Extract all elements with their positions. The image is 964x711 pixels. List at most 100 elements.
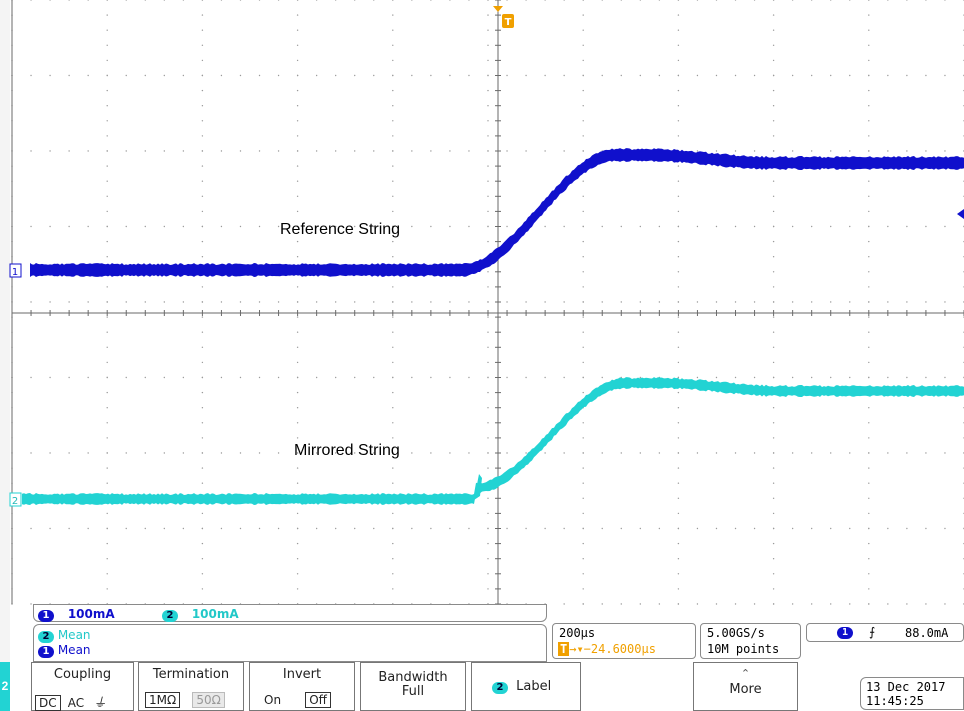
grid-dot <box>277 527 280 530</box>
grid-dot <box>830 0 832 1</box>
grid-dot <box>163 150 166 152</box>
grid-dot <box>201 14 204 16</box>
waveform-display[interactable]: T 1 2 <box>0 0 964 608</box>
grid-dot <box>392 588 394 590</box>
grid-dot <box>392 301 394 303</box>
coupling-button[interactable]: Coupling DC AC ⏚ <box>31 662 134 711</box>
grid-dot <box>411 0 413 1</box>
trigger-position-marker[interactable] <box>493 6 503 12</box>
grid-dot <box>163 74 166 77</box>
grid-dot <box>925 0 927 1</box>
grid-dot <box>887 452 889 454</box>
ch1-badge[interactable]: 1 <box>38 610 54 622</box>
timebase-readout[interactable]: 200µs T →▾−24.6000µs <box>552 623 696 659</box>
left-rail <box>0 0 10 662</box>
label-button[interactable]: 2 Label <box>471 662 581 711</box>
trigger-readout[interactable]: 1 ⨍ 88.0mA <box>806 623 964 642</box>
grid-dot <box>582 286 584 288</box>
grid-dot <box>753 225 756 228</box>
grid-dot <box>354 150 356 152</box>
grid-dot <box>68 0 70 1</box>
grid-dot <box>239 301 242 303</box>
grid-dot <box>487 452 489 454</box>
grid-dot <box>772 407 775 409</box>
grid-dot <box>582 482 584 484</box>
grid-dot <box>791 0 794 1</box>
grid-dot <box>296 240 299 243</box>
grid-dot <box>582 527 584 530</box>
grid-dot <box>944 301 946 303</box>
grid-dot <box>868 437 870 439</box>
grid-dot <box>106 210 108 213</box>
mirrored-string-label: Mirrored String <box>294 442 400 459</box>
grid-dot <box>525 527 527 530</box>
ch2-badge[interactable]: 2 <box>162 610 178 622</box>
termination-button[interactable]: Termination 1MΩ 50Ω <box>138 662 244 711</box>
grid-dot <box>601 452 603 454</box>
grid-dot <box>772 603 775 605</box>
grid-dot <box>753 376 756 379</box>
trigger-position-letter: T <box>505 17 512 28</box>
grid-dot <box>658 225 661 228</box>
grid-dot <box>30 376 32 379</box>
grid-dot <box>487 391 489 394</box>
grid-dot <box>68 527 70 530</box>
meas-ch1-label: Mean <box>57 643 91 657</box>
grid-dot <box>296 558 299 560</box>
channel-scale-bar[interactable]: 1 100mA 2 100mA <box>33 604 547 622</box>
invert-button[interactable]: Invert On Off <box>249 662 355 711</box>
meas-ch2-label: Mean <box>57 628 91 642</box>
termination-50ohm[interactable]: 50Ω <box>192 692 225 708</box>
grid-dot <box>106 452 108 454</box>
grid-dot <box>106 225 108 228</box>
grid-dot <box>430 0 432 1</box>
grid-dot <box>582 542 584 545</box>
grid-dot <box>468 527 470 530</box>
grid-dot <box>68 150 70 152</box>
grid-dot <box>810 603 813 605</box>
grid-dot <box>810 452 813 454</box>
invert-off[interactable]: Off <box>305 692 331 708</box>
measurement-panel[interactable]: 2 Mean 1 Mean <box>33 624 547 662</box>
grid-dot <box>563 376 565 379</box>
termination-1mohm[interactable]: 1MΩ <box>145 692 181 708</box>
grid-dot <box>106 467 108 469</box>
meas-ch2-badge: 2 <box>38 631 54 643</box>
ground-icon[interactable]: ⏚ <box>93 696 107 711</box>
grid-dot <box>106 346 108 348</box>
coupling-dc[interactable]: DC <box>35 695 61 711</box>
grid-dot <box>449 527 451 530</box>
grid-dot <box>868 150 870 152</box>
grid-dot <box>144 301 146 303</box>
grid-dot <box>315 452 318 454</box>
more-title: More <box>729 682 762 697</box>
ch1-ground-marker[interactable] <box>9 263 22 278</box>
ch2-scale: 100mA <box>191 607 239 621</box>
more-button[interactable]: ⌃ More <box>693 662 798 711</box>
ch2-ground-marker[interactable] <box>9 492 22 507</box>
bandwidth-button[interactable]: Bandwidth Full <box>360 662 466 711</box>
acquisition-readout[interactable]: 5.00GS/s 10M points <box>700 623 801 659</box>
invert-on[interactable]: On <box>264 693 282 707</box>
grid-dot <box>868 301 870 303</box>
grid-dot <box>49 301 51 303</box>
grid-dot <box>106 391 108 394</box>
grid-dot <box>544 0 546 1</box>
ch2-ground-label: 2 <box>12 496 18 507</box>
grid-dot <box>944 603 946 605</box>
trigger-level-arrow[interactable] <box>957 209 964 219</box>
grid-dot <box>658 527 661 530</box>
grid-dot <box>582 225 584 228</box>
grid-dot <box>392 467 394 469</box>
grid-dot <box>582 588 584 590</box>
grid-dot <box>601 376 603 379</box>
grid-dot <box>772 271 775 273</box>
grid-dot <box>354 527 356 530</box>
coupling-ac[interactable]: AC <box>67 696 85 710</box>
channel-menu-tab[interactable]: 2 <box>0 662 10 711</box>
grid-dot <box>201 135 204 137</box>
grid-dot <box>182 376 185 379</box>
grid-dot <box>449 0 451 1</box>
grid-dot <box>772 150 775 152</box>
grid-dot <box>868 105 870 107</box>
